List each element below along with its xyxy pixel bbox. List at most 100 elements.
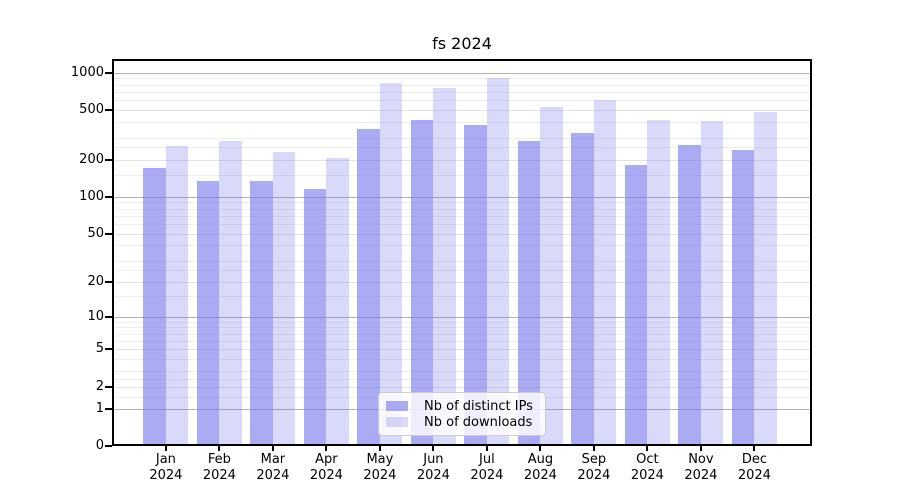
y-tick-label: 500 bbox=[79, 102, 104, 118]
y-tick-label: 50 bbox=[87, 225, 104, 241]
gridline bbox=[114, 84, 810, 86]
gridline bbox=[114, 174, 810, 176]
gridline bbox=[114, 296, 810, 298]
bar-nb-of-downloads-may-2024 bbox=[379, 82, 403, 444]
x-tick-mark bbox=[699, 446, 702, 451]
gridline bbox=[114, 270, 810, 271]
y-tick-mark bbox=[105, 315, 112, 318]
legend-swatch-distinct-ips-icon bbox=[386, 401, 408, 411]
gridline bbox=[114, 333, 810, 335]
gridline bbox=[114, 137, 810, 139]
gridline bbox=[114, 327, 810, 329]
bar-nb-of-downloads-jun-2024 bbox=[433, 88, 456, 444]
y-tick-label: 1000 bbox=[70, 64, 104, 80]
bar-nb-of-distinct-ips-feb-2024 bbox=[196, 180, 220, 444]
x-tick-label: May 2024 bbox=[363, 452, 397, 483]
x-tick-label: Dec 2024 bbox=[737, 452, 771, 483]
x-tick-label: Feb 2024 bbox=[202, 452, 236, 483]
gridline bbox=[114, 72, 810, 74]
bar-nb-of-distinct-ips-dec-2024 bbox=[731, 149, 755, 444]
y-tick-label: 100 bbox=[79, 188, 104, 204]
y-tick-mark bbox=[105, 445, 112, 448]
gridline bbox=[114, 281, 810, 283]
x-tick-label: Mar 2024 bbox=[256, 452, 290, 483]
gridline bbox=[114, 215, 810, 217]
y-tick-label: 2 bbox=[95, 378, 104, 394]
x-tick-mark bbox=[432, 446, 435, 451]
gridline bbox=[114, 359, 810, 361]
bar-nb-of-distinct-ips-oct-2024 bbox=[624, 165, 648, 444]
bar-nb-of-distinct-ips-jun-2024 bbox=[410, 119, 434, 444]
x-tick-label: Jun 2024 bbox=[416, 452, 450, 483]
x-tick-label: Jan 2024 bbox=[149, 452, 183, 483]
x-tick-label: Nov 2024 bbox=[684, 452, 718, 483]
y-tick-mark bbox=[105, 348, 112, 351]
x-tick-label: Aug 2024 bbox=[523, 452, 557, 483]
bar-nb-of-distinct-ips-sep-2024 bbox=[571, 133, 594, 444]
x-tick-mark bbox=[646, 446, 649, 451]
gridline bbox=[114, 378, 810, 380]
bar-nb-of-distinct-ips-jul-2024 bbox=[464, 124, 487, 444]
gridline bbox=[114, 202, 810, 204]
x-tick-mark bbox=[271, 446, 274, 451]
x-tick-mark bbox=[539, 446, 542, 451]
x-tick-mark bbox=[325, 446, 328, 451]
bar-nb-of-downloads-aug-2024 bbox=[540, 106, 563, 444]
legend-label-distinct-ips: Nb of distinct IPs bbox=[424, 398, 533, 414]
y-tick-mark bbox=[105, 280, 112, 283]
y-tick-label: 0 bbox=[95, 438, 104, 454]
y-tick-label: 5 bbox=[95, 341, 104, 357]
gridline bbox=[114, 91, 810, 93]
y-tick-label: 1 bbox=[95, 400, 104, 416]
x-tick-label: Jul 2024 bbox=[470, 452, 504, 483]
y-tick-mark bbox=[105, 71, 112, 74]
bar-nb-of-downloads-jan-2024 bbox=[165, 146, 189, 444]
legend-item-distinct-ips: Nb of distinct IPs bbox=[386, 398, 537, 414]
bar-nb-of-distinct-ips-mar-2024 bbox=[250, 180, 273, 444]
gridline bbox=[114, 371, 810, 373]
x-tick-mark bbox=[592, 446, 595, 451]
gridline bbox=[114, 233, 810, 235]
y-tick-label: 10 bbox=[87, 308, 104, 324]
gridline bbox=[114, 196, 810, 198]
bar-nb-of-downloads-dec-2024 bbox=[754, 112, 777, 444]
gridline bbox=[114, 122, 810, 124]
bar-nb-of-downloads-feb-2024 bbox=[219, 141, 242, 444]
bar-nb-of-downloads-oct-2024 bbox=[647, 119, 670, 444]
gridline bbox=[114, 321, 810, 323]
x-tick-mark bbox=[164, 446, 167, 451]
bar-nb-of-distinct-ips-may-2024 bbox=[357, 128, 380, 444]
y-tick-label: 20 bbox=[87, 273, 104, 289]
y-tick-mark bbox=[105, 195, 112, 198]
y-tick-mark bbox=[105, 385, 112, 388]
x-tick-mark bbox=[753, 446, 756, 451]
gridline bbox=[114, 223, 810, 225]
y-tick-mark bbox=[105, 158, 112, 161]
x-tick-mark bbox=[218, 446, 221, 451]
bar-nb-of-distinct-ips-aug-2024 bbox=[517, 141, 541, 444]
x-tick-label: Apr 2024 bbox=[309, 452, 343, 483]
bar-nb-of-distinct-ips-jan-2024 bbox=[143, 168, 166, 444]
gridline bbox=[114, 386, 810, 388]
legend: Nb of distinct IPs Nb of downloads bbox=[378, 392, 546, 436]
bar-nb-of-downloads-nov-2024 bbox=[700, 120, 724, 444]
legend-label-downloads: Nb of downloads bbox=[424, 414, 533, 430]
gridline bbox=[114, 260, 810, 262]
gridline bbox=[114, 245, 810, 247]
bar-nb-of-distinct-ips-nov-2024 bbox=[678, 145, 701, 444]
gridline bbox=[114, 159, 810, 161]
x-tick-label: Oct 2024 bbox=[630, 452, 664, 483]
bar-nb-of-downloads-sep-2024 bbox=[593, 99, 617, 444]
bar-nb-of-downloads-jul-2024 bbox=[486, 77, 510, 444]
gridline bbox=[114, 147, 810, 149]
x-tick-label: Sep 2024 bbox=[577, 452, 611, 483]
x-tick-mark bbox=[485, 446, 488, 451]
y-tick-mark bbox=[105, 109, 112, 112]
gridline bbox=[114, 208, 810, 210]
x-tick-mark bbox=[378, 446, 381, 451]
gridline bbox=[114, 316, 810, 318]
legend-swatch-downloads-icon bbox=[386, 417, 408, 427]
y-tick-mark bbox=[105, 232, 112, 235]
gridline bbox=[114, 100, 810, 102]
